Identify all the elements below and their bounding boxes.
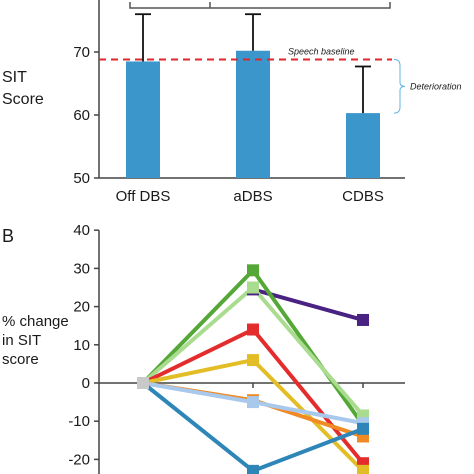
series-marker-4-1 bbox=[247, 354, 259, 367]
significance-bracket bbox=[129, 2, 391, 9]
panel-b-y-tick-label: -10 bbox=[68, 413, 90, 430]
series-marker-3-1 bbox=[247, 323, 259, 336]
panel-b-y-tick-label: 10 bbox=[73, 337, 90, 354]
panel-b-line-chart: B % change in SIT score -20 -10 0 10 20 30 40 bbox=[2, 222, 405, 474]
panel-a-y-label-line-1: SIT bbox=[2, 69, 27, 86]
series-marker-1-1 bbox=[247, 264, 259, 277]
panel-b-y-axis-label: % change in SIT score bbox=[2, 313, 69, 368]
panel-a-y-axis: 50 60 70 bbox=[73, 0, 100, 187]
panel-a-error-bars bbox=[135, 13, 371, 114]
panel-b-y-tick-label: 30 bbox=[73, 260, 90, 277]
panel-b-y-tick-label: 0 bbox=[82, 375, 90, 392]
series-marker-2-1 bbox=[247, 281, 259, 294]
deterioration-brace bbox=[393, 59, 406, 114]
series-marker-6-1 bbox=[247, 396, 259, 409]
series-marker-7-2 bbox=[357, 422, 369, 435]
bar-1 bbox=[236, 50, 270, 178]
panel-b-y-tick-label: 40 bbox=[73, 222, 90, 239]
series-marker-4-2 bbox=[357, 464, 369, 474]
x-tick-label-2: CDBS bbox=[342, 188, 384, 205]
panel-a-x-tick-labels: Off DBS aDBS CDBS bbox=[116, 188, 384, 205]
series-marker-7-0 bbox=[137, 377, 149, 389]
panel-b-y-tick-label: 20 bbox=[73, 299, 90, 316]
series-marker-0-1 bbox=[357, 313, 369, 326]
deterioration-label: Deterioration bbox=[410, 81, 462, 91]
panel-a-y-tick-label: 70 bbox=[73, 44, 90, 61]
x-tick-label-1: aDBS bbox=[233, 188, 272, 205]
panel-b-y-label-line-2: in SIT bbox=[2, 332, 41, 349]
bar-2 bbox=[346, 113, 380, 178]
panel-b-y-axis: -20 -10 0 10 20 30 40 bbox=[68, 222, 100, 474]
bar-0 bbox=[126, 61, 160, 179]
panel-a-y-tick-label: 60 bbox=[73, 107, 90, 124]
panel-b-y-label-line-3: score bbox=[2, 351, 39, 368]
panel-a-y-axis-label: SIT Score bbox=[2, 69, 44, 108]
panel-b-series-markers bbox=[137, 264, 369, 474]
panel-b-series-lines bbox=[141, 268, 365, 473]
speech-baseline-label: Speech baseline bbox=[288, 47, 355, 57]
panel-b-letter: B bbox=[2, 226, 14, 246]
x-tick-label-0: Off DBS bbox=[116, 188, 171, 205]
panel-b-y-tick-label: -20 bbox=[68, 451, 90, 468]
panel-a-y-label-line-2: Score bbox=[2, 91, 44, 108]
series-marker-7-1 bbox=[247, 464, 259, 474]
panel-a-bar-chart: SIT Score 50 60 70 Speech baseline Deterio… bbox=[2, 0, 462, 205]
panel-b-y-label-line-1: % change bbox=[2, 313, 69, 330]
panel-a-y-tick-label: 50 bbox=[73, 170, 90, 187]
panel-a-bars bbox=[126, 50, 380, 179]
